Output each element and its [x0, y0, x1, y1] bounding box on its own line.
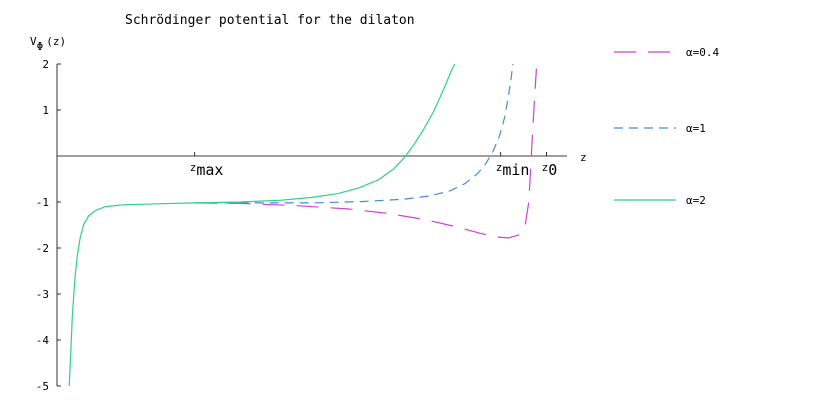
x-mark-label-zmin: zmin: [496, 161, 530, 179]
x-marks: zmax zmin z0: [190, 152, 558, 179]
y-tick-label-2: -1: [36, 196, 49, 209]
chart-title: Schrödinger potential for the dilaton: [125, 13, 415, 28]
series-line-0: [194, 68, 537, 239]
y-axis-label: VΦ (z): [30, 35, 66, 53]
x-mark-label-zmax: zmax: [190, 161, 224, 179]
series-group: [68, 63, 537, 387]
x-mark-base-z0: z: [542, 161, 549, 174]
y-axis-label-sub: Φ: [37, 40, 44, 53]
y-tick-label-0: 2: [42, 58, 49, 71]
chart-title-text: Schrödinger potential for the dilaton: [125, 13, 415, 28]
x-axis-label: z: [580, 151, 587, 164]
x-mark-base-zmax: z: [190, 161, 197, 174]
y-tick-label-1: 1: [42, 104, 49, 117]
x-mark-sub-zmin: min: [502, 161, 529, 179]
y-axis-label-base: V: [30, 35, 37, 48]
y-ticks: 2 1 -1 -2 -3 -4 -5: [36, 58, 61, 393]
y-tick-label-3: -2: [36, 242, 49, 255]
y-tick-label-5: -4: [36, 334, 50, 347]
legend-label-2: α=2: [686, 194, 706, 207]
y-tick-label-6: -5: [36, 380, 49, 393]
x-mark-sub-z0: 0: [548, 161, 557, 179]
x-mark-base-zmin: z: [496, 161, 503, 174]
legend-label-1: α=1: [686, 122, 706, 135]
legend: α=0.4 α=1 α=2: [614, 46, 719, 207]
legend-label-0: α=0.4: [686, 46, 719, 59]
x-mark-sub-zmax: max: [196, 161, 223, 179]
x-mark-label-z0: z0: [542, 161, 558, 179]
y-axis-label-arg: (z): [46, 35, 66, 48]
series-line-2: [68, 63, 456, 387]
y-tick-label-4: -3: [36, 288, 49, 301]
y-axis-label-text: VΦ (z): [30, 35, 66, 53]
series-line-1: [194, 63, 514, 204]
